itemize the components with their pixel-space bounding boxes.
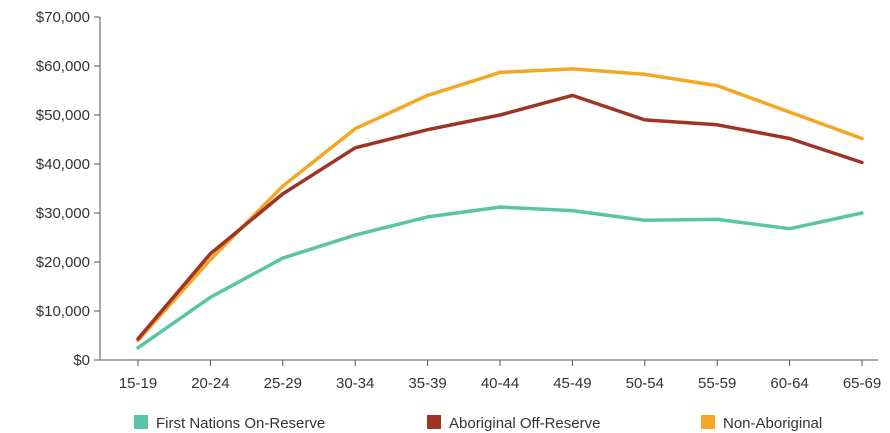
x-tick-label: 40-44 xyxy=(481,375,519,392)
y-tick-label: $70,000 xyxy=(36,9,90,26)
legend-label-aboriginal-off-reserve: Aboriginal Off-Reserve xyxy=(449,415,600,432)
y-tick-label: $10,000 xyxy=(36,303,90,320)
y-tick-label: $50,000 xyxy=(36,107,90,124)
x-tick-label: 15-19 xyxy=(119,375,157,392)
series-lines xyxy=(136,67,864,350)
y-tick-label: $30,000 xyxy=(36,205,90,222)
y-tick-label: $40,000 xyxy=(36,156,90,173)
y-tick-label: $60,000 xyxy=(36,58,90,75)
legend-label-first-nations-on-reserve: First Nations On-Reserve xyxy=(156,415,325,432)
x-tick-label: 50-54 xyxy=(626,375,664,392)
legend: First Nations On-Reserve Aboriginal Off-R… xyxy=(134,415,822,432)
legend-swatch-aboriginal-off-reserve xyxy=(427,415,441,429)
x-tick-label: 55-59 xyxy=(698,375,736,392)
x-tick-label: 20-24 xyxy=(191,375,229,392)
x-tick-label: 35-39 xyxy=(408,375,446,392)
x-tick-label: 60-64 xyxy=(770,375,808,392)
y-tick-label: $20,000 xyxy=(36,254,90,271)
y-ticks: $0 $10,000 $20,000 $30,000 $40,000 $50,000 $60… xyxy=(36,9,100,369)
x-tick-label: 65-69 xyxy=(843,375,881,392)
series-line-non-aboriginal xyxy=(136,67,864,343)
series-line-first-nations-on-reserve xyxy=(136,205,864,350)
x-ticks: 15-19 20-24 25-29 30-34 35-39 40-44 45-49 50-54… xyxy=(119,360,881,392)
axes xyxy=(99,17,878,361)
legend-swatch-first-nations-on-reserve xyxy=(134,415,148,429)
legend-swatch-non-aboriginal xyxy=(701,415,715,429)
y-tick-label: $0 xyxy=(73,352,90,369)
series-line-aboriginal-off-reserve xyxy=(136,93,864,341)
x-tick-label: 25-29 xyxy=(264,375,302,392)
x-tick-label: 45-49 xyxy=(553,375,591,392)
legend-label-non-aboriginal: Non-Aboriginal xyxy=(723,415,822,432)
x-tick-label: 30-34 xyxy=(336,375,374,392)
